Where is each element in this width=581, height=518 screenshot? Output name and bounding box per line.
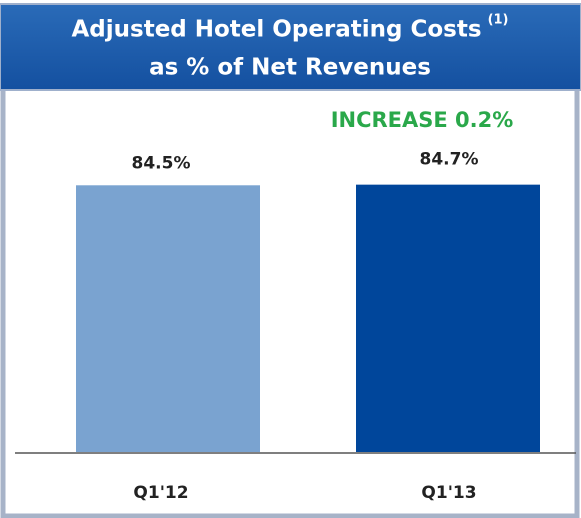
bar xyxy=(74,183,262,454)
title-footnote: (1) xyxy=(488,13,509,28)
data-label: 84.5% xyxy=(132,153,191,173)
chart-subtitle: as % of Net Revenues xyxy=(149,55,431,81)
header-box xyxy=(0,3,581,91)
x-tick-label: Q1'13 xyxy=(421,483,476,503)
x-tick-label: Q1'12 xyxy=(133,483,188,503)
bar xyxy=(354,182,542,455)
chart-title: Adjusted Hotel Operating Costs xyxy=(71,17,481,43)
annotation: INCREASE 0.2% xyxy=(331,108,514,132)
data-label: 84.7% xyxy=(420,150,479,170)
